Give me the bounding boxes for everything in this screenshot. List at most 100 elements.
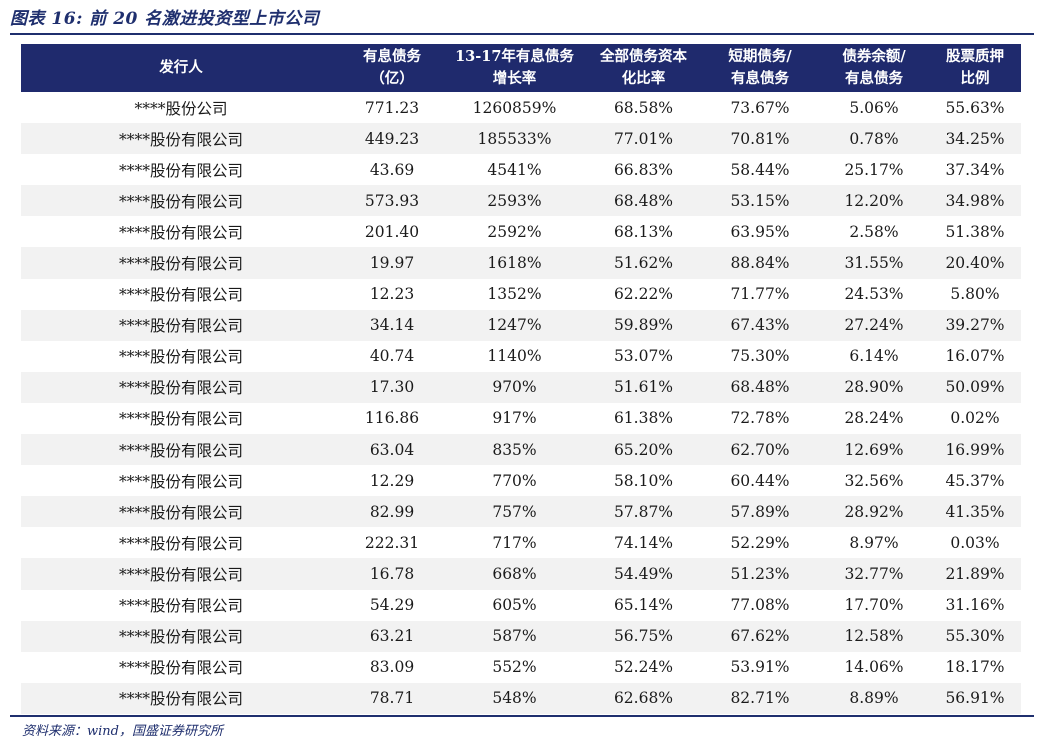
header-debt-cap-ratio: 全部债务资本 化比率 — [586, 44, 701, 92]
cell-bond-ratio: 8.97% — [849, 533, 899, 552]
cell-pledge-ratio: 55.30% — [929, 620, 1021, 652]
cell-pledge-ratio: 20.40% — [929, 247, 1021, 279]
cell-interest-debt: 43.69 — [369, 160, 415, 179]
cell-debt-growth: 4541% — [487, 160, 542, 179]
table-row: ****股份有限公司 34.14 1247% 59.89% 67.43% 27.24% 39… — [21, 309, 1021, 341]
cell-debt-cap-ratio: 59.89% — [586, 309, 701, 341]
cell-bond-ratio: 17.70% — [844, 596, 904, 615]
cell-issuer: ****股份公司 — [134, 99, 228, 118]
cell-interest-debt: 12.29 — [369, 471, 415, 490]
cell-pledge-ratio: 21.89% — [929, 558, 1021, 590]
cell-pledge-ratio: 34.25% — [929, 123, 1021, 155]
cell-pledge-ratio: 0.03% — [950, 533, 1000, 552]
cell-short-term-ratio: 53.15% — [701, 185, 819, 217]
table-row: ****股份有限公司 40.74 1140% 53.07% 75.30% 6.14% 16.… — [21, 341, 1021, 372]
cell-short-term-ratio: 57.89% — [701, 496, 819, 528]
cell-interest-debt: 82.99 — [341, 496, 443, 528]
cell-debt-growth: 605% — [492, 596, 537, 615]
cell-issuer: ****股份有限公司 — [118, 472, 243, 491]
cell-bond-ratio: 12.69% — [819, 434, 929, 466]
top-divider — [10, 33, 1034, 35]
cell-interest-debt: 201.40 — [364, 222, 420, 241]
cell-debt-growth: 552% — [492, 658, 537, 677]
cell-debt-growth: 2593% — [443, 185, 586, 217]
bottom-divider — [10, 715, 1034, 717]
cell-interest-debt: 573.93 — [341, 185, 443, 217]
cell-issuer: ****股份有限公司 — [118, 410, 243, 429]
cell-issuer: ****股份有限公司 — [118, 534, 243, 553]
cell-interest-debt: 54.29 — [369, 596, 415, 615]
cell-debt-cap-ratio: 52.24% — [613, 658, 674, 677]
cell-bond-ratio: 25.17% — [844, 160, 904, 179]
cell-pledge-ratio: 0.02% — [950, 409, 1000, 428]
cell-short-term-ratio: 52.29% — [730, 533, 790, 552]
cell-interest-debt: 16.78 — [341, 558, 443, 590]
table-row: ****股份有限公司 16.78 668% 54.49% 51.23% 32.77% 21.… — [21, 558, 1021, 590]
cell-issuer: ****股份有限公司 — [21, 496, 341, 528]
table-row: ****股份有限公司 63.04 835% 65.20% 62.70% 12.69% 16.… — [21, 434, 1021, 466]
cell-debt-growth: 185533% — [443, 123, 586, 155]
cell-issuer: ****股份有限公司 — [118, 348, 243, 367]
cell-debt-growth: 548% — [443, 682, 586, 714]
cell-interest-debt: 116.86 — [364, 409, 420, 428]
cell-bond-ratio: 32.77% — [819, 558, 929, 590]
table-row: ****股份有限公司 63.21 587% 56.75% 67.62% 12.58% 55.… — [21, 620, 1021, 652]
cell-short-term-ratio: 60.44% — [730, 471, 790, 490]
cell-debt-cap-ratio: 61.38% — [613, 409, 674, 428]
cell-interest-debt: 83.09 — [369, 658, 415, 677]
cell-debt-growth: 770% — [492, 471, 537, 490]
cell-debt-cap-ratio: 57.87% — [586, 496, 701, 528]
cell-pledge-ratio: 45.37% — [945, 471, 1005, 490]
cell-short-term-ratio: 70.81% — [701, 123, 819, 155]
cell-debt-cap-ratio: 58.10% — [613, 471, 674, 490]
cell-debt-growth: 1618% — [443, 247, 586, 279]
table-row: ****股份有限公司 54.29 605% 65.14% 77.08% 17.70% 31.… — [21, 590, 1021, 621]
cell-debt-cap-ratio: 68.58% — [613, 98, 674, 117]
table-row: ****股份有限公司 116.86 917% 61.38% 72.78% 28.24% 0.… — [21, 403, 1021, 434]
cell-debt-cap-ratio: 74.14% — [613, 533, 674, 552]
cell-short-term-ratio: 58.44% — [730, 160, 790, 179]
cell-debt-growth: 1140% — [487, 347, 542, 366]
table-row: ****股份有限公司 12.23 1352% 62.22% 71.77% 24.53% 5.… — [21, 279, 1021, 310]
cell-short-term-ratio: 72.78% — [730, 409, 790, 428]
cell-bond-ratio: 27.24% — [819, 309, 929, 341]
cell-pledge-ratio: 16.99% — [929, 434, 1021, 466]
cell-short-term-ratio: 75.30% — [730, 347, 790, 366]
cell-pledge-ratio: 51.38% — [945, 222, 1005, 241]
table-row: ****股份有限公司 78.71 548% 62.68% 82.71% 8.89% 56.9… — [21, 682, 1021, 714]
source-note: 资料来源：wind，国盛证券研究所 — [22, 724, 223, 739]
cell-interest-debt: 222.31 — [364, 533, 420, 552]
cell-interest-debt: 17.30 — [341, 371, 443, 403]
table-header-row: 发行人 有息债务 （亿） 13-17年有息债务 增长率 全部债务资本 化比率 短… — [21, 44, 1021, 92]
cell-short-term-ratio: 82.71% — [701, 682, 819, 714]
cell-interest-debt: 771.23 — [364, 98, 420, 117]
cell-debt-growth: 668% — [443, 558, 586, 590]
header-bond-ratio: 债券余额/ 有息债务 — [819, 44, 929, 92]
cell-debt-cap-ratio: 68.13% — [613, 222, 674, 241]
cell-debt-growth: 2592% — [487, 222, 542, 241]
cell-bond-ratio: 2.58% — [849, 222, 899, 241]
cell-issuer: ****股份有限公司 — [21, 434, 341, 466]
header-debt-growth: 13-17年有息债务 增长率 — [443, 44, 586, 92]
cell-short-term-ratio: 68.48% — [701, 371, 819, 403]
cell-interest-debt: 63.21 — [341, 620, 443, 652]
cell-interest-debt: 78.71 — [341, 682, 443, 714]
cell-bond-ratio: 6.14% — [849, 347, 899, 366]
cell-interest-debt: 34.14 — [341, 309, 443, 341]
cell-interest-debt: 12.23 — [369, 285, 415, 304]
cell-pledge-ratio: 50.09% — [929, 371, 1021, 403]
cell-bond-ratio: 8.89% — [819, 682, 929, 714]
cell-issuer: ****股份有限公司 — [21, 123, 341, 155]
cell-pledge-ratio: 16.07% — [945, 347, 1005, 366]
cell-debt-cap-ratio: 54.49% — [586, 558, 701, 590]
figure-title: 图表 16: 前 20 名激进投资型上市公司 — [10, 9, 320, 29]
cell-short-term-ratio: 73.67% — [730, 98, 790, 117]
cell-bond-ratio: 31.55% — [819, 247, 929, 279]
cell-pledge-ratio: 5.80% — [950, 285, 1000, 304]
cell-bond-ratio: 24.53% — [844, 285, 904, 304]
cell-interest-debt: 40.74 — [369, 347, 415, 366]
cell-debt-cap-ratio: 56.75% — [586, 620, 701, 652]
cell-issuer: ****股份有限公司 — [21, 371, 341, 403]
cell-pledge-ratio: 18.17% — [945, 658, 1005, 677]
cell-bond-ratio: 12.20% — [819, 185, 929, 217]
